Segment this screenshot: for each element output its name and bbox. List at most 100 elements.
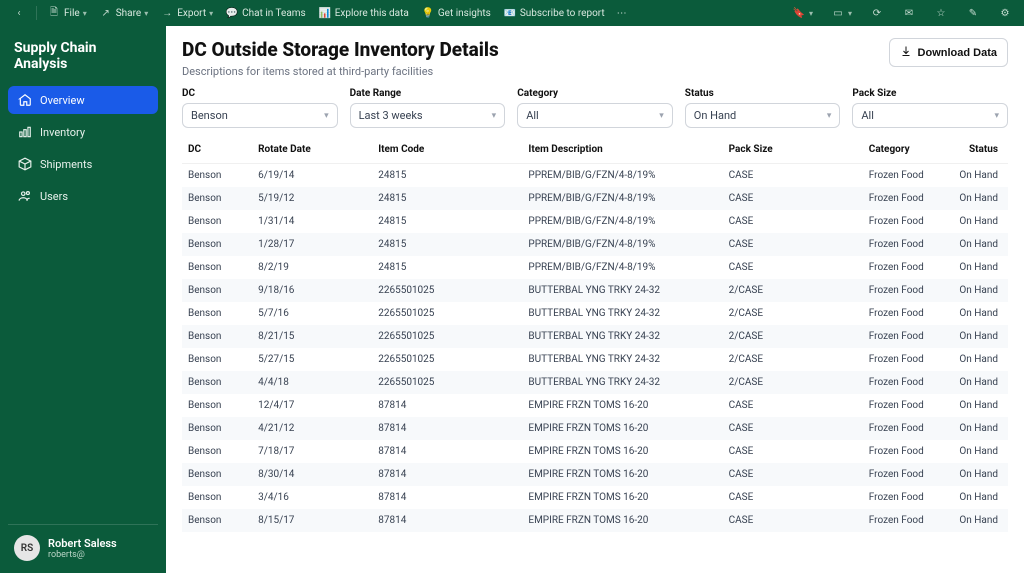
filter-status-select[interactable]: On Hand ▾ [685, 103, 841, 128]
table-cell: CASE [723, 164, 863, 188]
export-menu[interactable]: → Export ▾ [156, 4, 217, 22]
sidebar-item-users[interactable]: Users [8, 182, 158, 210]
th-rotate-date[interactable]: Rotate Date [252, 138, 372, 164]
get-insights-button[interactable]: 💡 Get insights [417, 4, 495, 22]
more-menu[interactable]: ⋯ [613, 6, 631, 21]
table-cell: 8/30/14 [252, 463, 372, 486]
users-icon [18, 189, 32, 203]
chart-icon [18, 125, 32, 139]
comment-icon: ✉ [902, 6, 916, 20]
filter-category-select[interactable]: All ▾ [517, 103, 673, 128]
table-cell: 24815 [372, 187, 522, 210]
filter-status-value: On Hand [694, 109, 736, 122]
table-cell: Frozen Food [863, 440, 953, 463]
comment-button[interactable]: ✉ [898, 4, 920, 22]
page-title: DC Outside Storage Inventory Details [182, 38, 499, 61]
table-cell: CASE [723, 187, 863, 210]
th-category[interactable]: Category [863, 138, 953, 164]
teams-icon: 💬 [225, 6, 239, 20]
table-cell: Frozen Food [863, 509, 953, 532]
sidebar: Supply Chain Analysis Overview Inventory… [0, 26, 166, 573]
table-row[interactable]: Benson5/7/162265501025BUTTERBAL YNG TRKY… [182, 302, 1008, 325]
table-row[interactable]: Benson8/21/152265501025BUTTERBAL YNG TRK… [182, 325, 1008, 348]
table-cell: EMPIRE FRZN TOMS 16-20 [522, 417, 722, 440]
export-icon: → [160, 6, 174, 20]
table-cell: 2/CASE [723, 371, 863, 394]
sidebar-item-label: Users [40, 190, 68, 203]
user-email: roberts@ [48, 550, 117, 560]
table-row[interactable]: Benson5/19/1224815PPREM/BIB/G/FZN/4-8/19… [182, 187, 1008, 210]
table-cell: On Hand [953, 187, 1008, 210]
filters-row: DC Benson ▾ Date Range Last 3 weeks ▾ Ca… [182, 88, 1008, 128]
table-cell: On Hand [953, 164, 1008, 188]
table-row[interactable]: Benson7/18/1787814EMPIRE FRZN TOMS 16-20… [182, 440, 1008, 463]
sidebar-item-inventory[interactable]: Inventory [8, 118, 158, 146]
table-cell: PPREM/BIB/G/FZN/4-8/19% [522, 210, 722, 233]
table-row[interactable]: Benson4/21/1287814EMPIRE FRZN TOMS 16-20… [182, 417, 1008, 440]
download-data-button[interactable]: Download Data [889, 38, 1008, 67]
th-pack-size[interactable]: Pack Size [723, 138, 863, 164]
filter-pack-select[interactable]: All ▾ [852, 103, 1008, 128]
th-status[interactable]: Status [953, 138, 1008, 164]
subscribe-label: Subscribe to report [520, 8, 605, 19]
table-row[interactable]: Benson4/4/182265501025BUTTERBAL YNG TRKY… [182, 371, 1008, 394]
edit-icon: ✎ [966, 6, 980, 20]
view-layout-button[interactable]: ▭▾ [827, 4, 856, 22]
favorite-button[interactable]: ☆ [930, 4, 952, 22]
filter-dc-select[interactable]: Benson ▾ [182, 103, 338, 128]
chat-teams-button[interactable]: 💬 Chat in Teams [221, 4, 310, 22]
filter-dc-label: DC [182, 88, 338, 99]
subscribe-button[interactable]: 📧 Subscribe to report [499, 4, 609, 22]
share-icon: ↗ [99, 6, 113, 20]
table-cell: BUTTERBAL YNG TRKY 24-32 [522, 279, 722, 302]
table-row[interactable]: Benson1/31/1424815PPREM/BIB/G/FZN/4-8/19… [182, 210, 1008, 233]
table-row[interactable]: Benson9/18/162265501025BUTTERBAL YNG TRK… [182, 279, 1008, 302]
settings-button[interactable]: ⚙ [994, 4, 1016, 22]
table-row[interactable]: Benson1/28/1724815PPREM/BIB/G/FZN/4-8/19… [182, 233, 1008, 256]
table-row[interactable]: Benson8/30/1487814EMPIRE FRZN TOMS 16-20… [182, 463, 1008, 486]
user-block[interactable]: RS Robert Saless roberts@ [8, 524, 158, 573]
table-cell: PPREM/BIB/G/FZN/4-8/19% [522, 187, 722, 210]
table-row[interactable]: Benson8/15/1787814EMPIRE FRZN TOMS 16-20… [182, 509, 1008, 532]
th-item-description[interactable]: Item Description [522, 138, 722, 164]
file-menu[interactable]: 🗎 File ▾ [43, 4, 91, 22]
table-cell: On Hand [953, 371, 1008, 394]
star-icon: ☆ [934, 6, 948, 20]
table-cell: 2/CASE [723, 279, 863, 302]
th-dc[interactable]: DC [182, 138, 252, 164]
table-cell: 8/21/15 [252, 325, 372, 348]
sidebar-item-shipments[interactable]: Shipments [8, 150, 158, 178]
sidebar-item-overview[interactable]: Overview [8, 86, 158, 114]
table-row[interactable]: Benson8/2/1924815PPREM/BIB/G/FZN/4-8/19%… [182, 256, 1008, 279]
edit-button[interactable]: ✎ [962, 4, 984, 22]
table-cell: PPREM/BIB/G/FZN/4-8/19% [522, 256, 722, 279]
table-cell: On Hand [953, 233, 1008, 256]
table-cell: 9/18/16 [252, 279, 372, 302]
table-cell: 4/4/18 [252, 371, 372, 394]
refresh-button[interactable]: ⟳ [866, 4, 888, 22]
share-label: Share [116, 8, 141, 19]
table-row[interactable]: Benson6/19/1424815PPREM/BIB/G/FZN/4-8/19… [182, 164, 1008, 188]
box-icon [18, 157, 32, 171]
table-cell: PPREM/BIB/G/FZN/4-8/19% [522, 233, 722, 256]
sidebar-item-label: Shipments [40, 158, 92, 171]
table-cell: 87814 [372, 440, 522, 463]
table-scroll[interactable]: DC Rotate Date Item Code Item Descriptio… [182, 138, 1008, 565]
bookmark-button[interactable]: 🔖▾ [788, 4, 817, 22]
filter-date-select[interactable]: Last 3 weeks ▾ [350, 103, 506, 128]
table-cell: 87814 [372, 509, 522, 532]
table-cell: Benson [182, 325, 252, 348]
table-row[interactable]: Benson5/27/152265501025BUTTERBAL YNG TRK… [182, 348, 1008, 371]
table-cell: Benson [182, 486, 252, 509]
table-cell: EMPIRE FRZN TOMS 16-20 [522, 440, 722, 463]
table-cell: BUTTERBAL YNG TRKY 24-32 [522, 371, 722, 394]
table-cell: Frozen Food [863, 187, 953, 210]
table-row[interactable]: Benson12/4/1787814EMPIRE FRZN TOMS 16-20… [182, 394, 1008, 417]
table-cell: Frozen Food [863, 394, 953, 417]
back-button[interactable]: ‹ [8, 4, 30, 22]
table-cell: 1/31/14 [252, 210, 372, 233]
explore-data-button[interactable]: 📊 Explore this data [314, 4, 413, 22]
th-item-code[interactable]: Item Code [372, 138, 522, 164]
share-menu[interactable]: ↗ Share ▾ [95, 4, 153, 22]
table-row[interactable]: Benson3/4/1687814EMPIRE FRZN TOMS 16-20C… [182, 486, 1008, 509]
